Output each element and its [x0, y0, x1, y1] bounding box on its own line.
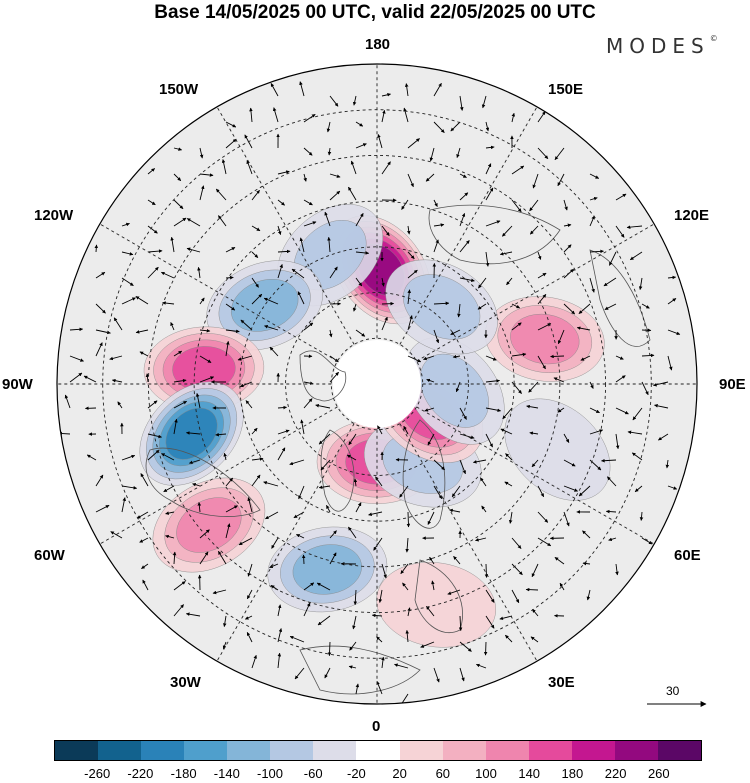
- colorbar-swatch: [356, 741, 400, 760]
- colorbar-tick: -220: [127, 766, 154, 781]
- lon-label-150w: 150W: [159, 81, 199, 98]
- colorbar-swatch: [55, 741, 99, 760]
- lon-label-30e: 30E: [548, 674, 575, 691]
- lon-label-120e: 120E: [674, 207, 710, 224]
- colorbar-swatch: [571, 741, 615, 760]
- colorbar-swatch: [485, 741, 529, 760]
- colorbar-swatch: [614, 741, 658, 760]
- colorbar-tick: 140: [518, 766, 541, 781]
- anomaly-trough-east-siberia: [385, 259, 498, 355]
- wind-vectors: [58, 81, 681, 704]
- colorbar-tick: -20: [346, 766, 366, 781]
- colorbar-swatch: [528, 741, 572, 760]
- colorbar-tick: -60: [303, 766, 323, 781]
- colorbar-swatch: [141, 741, 185, 760]
- page-title: Base 14/05/2025 00 UTC, valid 22/05/2025…: [154, 2, 596, 23]
- anomaly-trough-kara: [404, 336, 505, 445]
- lon-label-180: 180: [365, 36, 391, 53]
- colorbar-tick: -180: [170, 766, 197, 781]
- anomaly-ridge-mediterranean: [376, 562, 496, 648]
- colorbar: [54, 740, 702, 761]
- colorbar-tick: 220: [604, 766, 627, 781]
- colorbar-swatch: [270, 741, 314, 760]
- brand-logo: MODES©: [606, 34, 718, 58]
- lon-label-60e: 60E: [674, 547, 701, 564]
- colorbar-swatch: [184, 741, 228, 760]
- graticule: [57, 64, 697, 704]
- lon-label-0: 0: [372, 718, 381, 735]
- colorbar-tick: -140: [213, 766, 240, 781]
- colorbar-ticks: -260 -220 -180 -140 -100 -60 -20 20 60 100 140 180 2…: [0, 766, 750, 783]
- anomaly-trough-central-asia: [504, 398, 611, 501]
- colorbar-tick: 100: [475, 766, 497, 781]
- lon-label-90e: 90E: [719, 376, 746, 393]
- colorbar-tick: 260: [647, 766, 670, 781]
- colorbar-swatch: [399, 741, 443, 760]
- lon-label-30w: 30W: [170, 674, 201, 691]
- colorbar-tick: 180: [561, 766, 584, 781]
- copyright-mark: ©: [709, 34, 718, 43]
- colorbar-swatch: [442, 741, 486, 760]
- colorbar-swatch: [313, 741, 357, 760]
- map-border: [56, 63, 698, 705]
- lon-label-120w: 120W: [34, 207, 74, 224]
- anomaly-trough-iceland: [267, 526, 388, 613]
- anomaly-shading: [139, 204, 611, 648]
- colorbar-tick: 60: [435, 766, 451, 781]
- vector-scale-arrow: [647, 701, 707, 707]
- anomaly-trough-north-pacific: [206, 260, 323, 351]
- colorbar-tick: -100: [256, 766, 284, 781]
- lon-label-150e: 150E: [548, 81, 584, 98]
- colorbar-swatch: [657, 741, 701, 760]
- brand-name: MODES: [606, 34, 710, 58]
- colorbar-swatch: [98, 741, 142, 760]
- anomaly-ridge-siberia: [484, 296, 605, 382]
- colorbar-tick: 20: [392, 766, 407, 781]
- lon-label-90w: 90W: [2, 376, 33, 393]
- lon-label-60w: 60W: [34, 547, 65, 564]
- vector-scale-label: 30: [666, 684, 680, 698]
- colorbar-swatch: [227, 741, 271, 760]
- colorbar-tick: -260: [84, 766, 111, 781]
